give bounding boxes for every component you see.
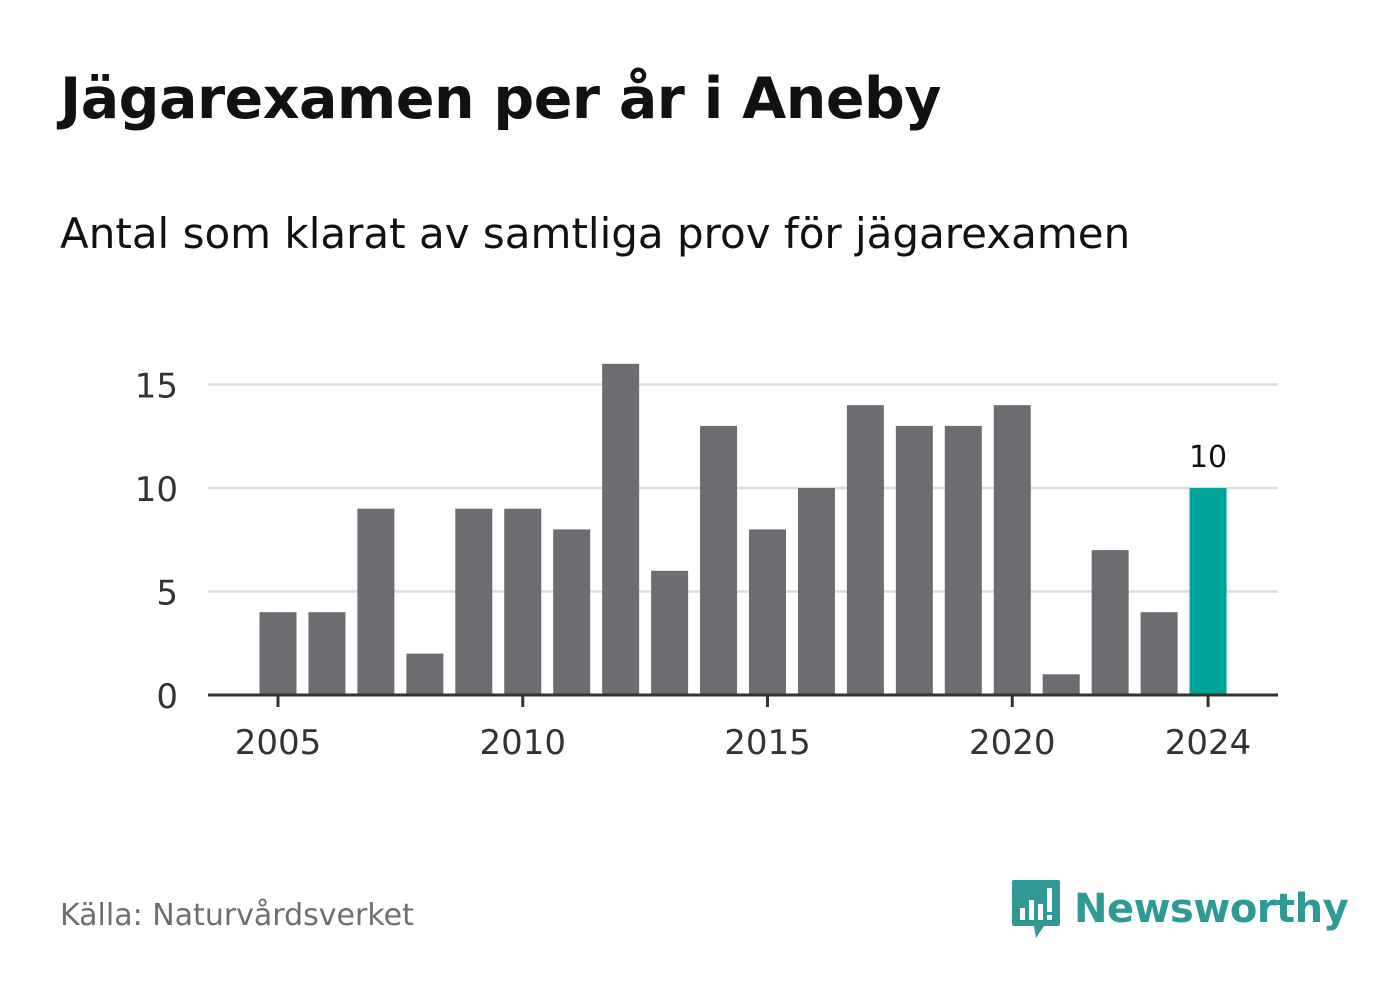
bar-2008: [406, 653, 444, 695]
bar-2017: [846, 405, 884, 695]
bar-2020: [993, 405, 1031, 695]
bar-2012: [602, 363, 640, 695]
source-note: Källa: Naturvårdsverket: [60, 898, 414, 933]
brand-name: Newsworthy: [1074, 886, 1349, 932]
bar-2007: [357, 508, 395, 695]
data-label-2024: 10: [1189, 440, 1227, 475]
x-tick-label-2010: 2010: [479, 723, 566, 763]
bar-2006: [308, 612, 346, 695]
bar-2015: [749, 529, 786, 695]
bar-2014: [700, 425, 738, 695]
chart-title: Jägarexamen per år i Aneby: [60, 66, 941, 132]
bar-2022: [1091, 550, 1129, 695]
y-tick-label-5: 5: [156, 574, 178, 614]
bar-2009: [455, 508, 493, 695]
bar-2013: [651, 570, 689, 695]
x-tick-label-2020: 2020: [969, 723, 1056, 763]
bar-2024: [1189, 488, 1227, 695]
x-tick-label-2005: 2005: [235, 723, 322, 763]
chart-subtitle: Antal som klarat av samtliga prov för jä…: [60, 209, 1131, 258]
y-tick-label-15: 15: [135, 367, 178, 407]
newsworthy-logo-icon: [1012, 880, 1060, 938]
bar-2019: [944, 425, 982, 695]
x-tick-label-2024: 2024: [1165, 723, 1252, 763]
bar-2018: [895, 425, 933, 695]
bar-2011: [553, 529, 591, 695]
x-tick-label-2015: 2015: [724, 723, 811, 763]
y-tick-label-0: 0: [156, 677, 178, 717]
brand-logo: Newsworthy: [1010, 878, 1349, 940]
bar-2005: [259, 612, 297, 695]
bar-2010: [504, 508, 542, 695]
y-tick-label-10: 10: [135, 470, 178, 510]
bar-2021: [1042, 674, 1080, 695]
bar-2016: [797, 488, 835, 695]
bar-2023: [1140, 612, 1178, 695]
